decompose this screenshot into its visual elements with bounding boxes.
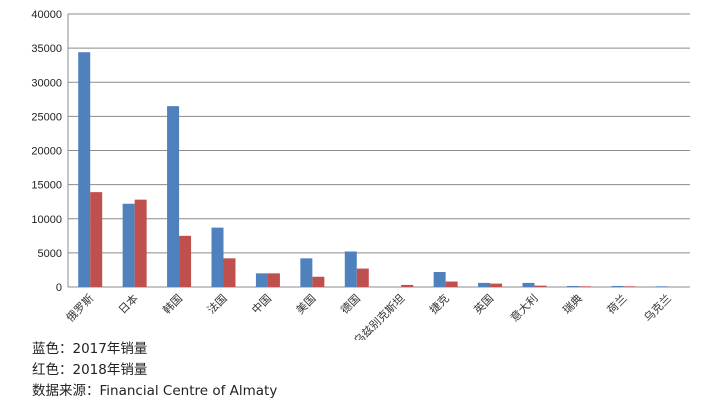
note-2018-color: 红色：2018年销量 [32,362,148,378]
note-2017-color: 蓝色：2017年销量 [32,341,148,357]
x-tick-label: 乌克兰 [641,291,674,324]
bar-2018 [445,281,458,287]
chart-notes: 蓝色：2017年销量 红色：2018年销量 数据来源：Financial Cen… [32,339,277,402]
x-tick-label: 德国 [337,291,362,316]
bar-2017 [478,282,491,287]
x-tick-label: 日本 [115,291,140,316]
x-tick-label: 瑞典 [560,291,585,316]
bar-2017 [211,227,224,287]
x-tick-label: 英国 [471,291,496,316]
bar-2017 [655,286,668,287]
bar-2018 [312,276,325,287]
y-tick-label: 20000 [31,146,62,158]
sales-bar-chart: 0 5000 10000 15000 20000 25000 30000 35000 40000… [31,9,690,340]
x-tick-label: 意大利 [507,291,540,324]
gridlines [67,13,690,288]
bar-2017 [344,251,357,287]
bars [78,52,668,287]
bar-2018 [578,286,591,287]
y-tick-label: 15000 [31,180,62,192]
bar-2017 [255,273,268,287]
bar-2018 [490,283,503,287]
y-tick-label: 10000 [31,214,62,226]
bar-2017 [522,282,535,287]
y-tick-label: 35000 [31,43,62,55]
y-tick-label: 25000 [31,111,62,123]
bar-2017 [300,258,313,287]
bar-2018 [401,284,414,287]
y-tick-label: 5000 [38,248,62,260]
y-tick-label: 40000 [31,9,62,21]
bar-2018 [534,285,547,287]
bar-2017 [433,271,446,287]
x-tick-label: 中国 [249,292,274,317]
bar-2017 [167,106,180,287]
note-data-source: 数据来源：Financial Centre of Almaty [32,383,278,399]
bar-2018 [134,199,147,287]
bar-2018 [179,235,192,287]
bar-2018 [623,286,636,287]
y-tick-label: 30000 [31,77,62,89]
bar-2018 [90,192,103,287]
x-tick-label: 韩国 [160,291,185,316]
bar-2018 [356,268,369,287]
y-tick-label: 0 [56,282,62,294]
y-axis-ticks: 0 5000 10000 15000 20000 25000 30000 35000 40000 [31,9,62,294]
x-tick-label: 法国 [204,291,229,316]
bar-2017 [122,203,135,287]
x-tick-label: 荷兰 [605,292,630,317]
bar-2018 [223,258,236,287]
bar-2018 [267,273,280,287]
x-tick-label: 捷克 [426,291,451,316]
bar-2017 [78,52,91,287]
x-tick-label: 美国 [294,292,319,317]
bar-2017 [611,285,624,287]
x-tick-label: 俄罗斯 [64,292,97,325]
bar-2017 [566,285,579,287]
